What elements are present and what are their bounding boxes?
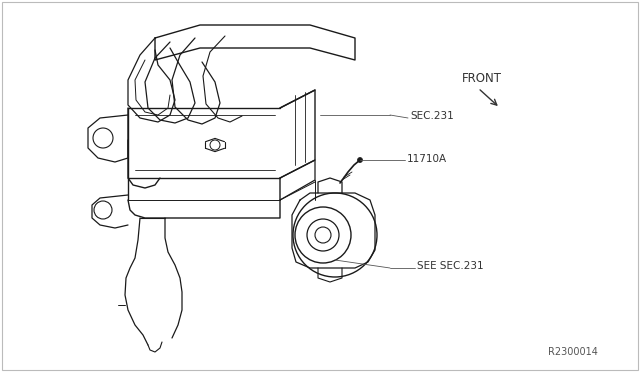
Text: 11710A: 11710A xyxy=(407,154,447,164)
Text: FRONT: FRONT xyxy=(462,71,502,84)
Text: R2300014: R2300014 xyxy=(548,347,598,357)
Text: SEC.231: SEC.231 xyxy=(410,111,454,121)
Circle shape xyxy=(358,157,362,163)
Text: SEE SEC.231: SEE SEC.231 xyxy=(417,261,484,271)
